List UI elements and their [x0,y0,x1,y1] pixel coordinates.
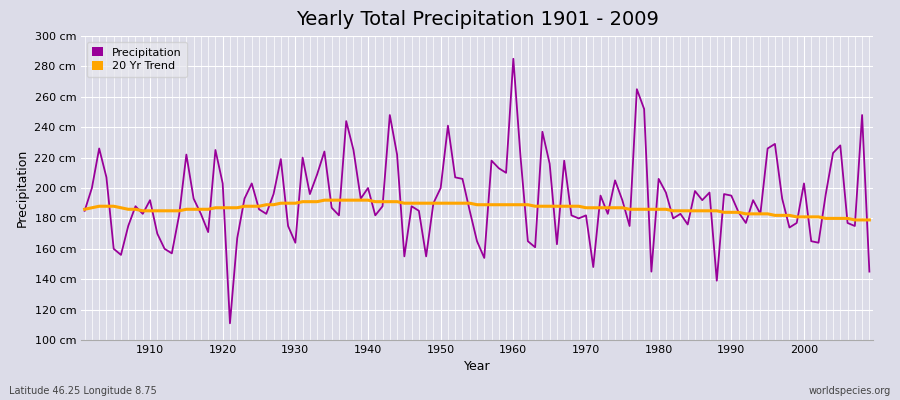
Y-axis label: Precipitation: Precipitation [16,149,29,227]
Legend: Precipitation, 20 Yr Trend: Precipitation, 20 Yr Trend [86,42,187,77]
Text: Latitude 46.25 Longitude 8.75: Latitude 46.25 Longitude 8.75 [9,386,157,396]
Title: Yearly Total Precipitation 1901 - 2009: Yearly Total Precipitation 1901 - 2009 [295,10,659,29]
X-axis label: Year: Year [464,360,490,374]
Text: worldspecies.org: worldspecies.org [809,386,891,396]
